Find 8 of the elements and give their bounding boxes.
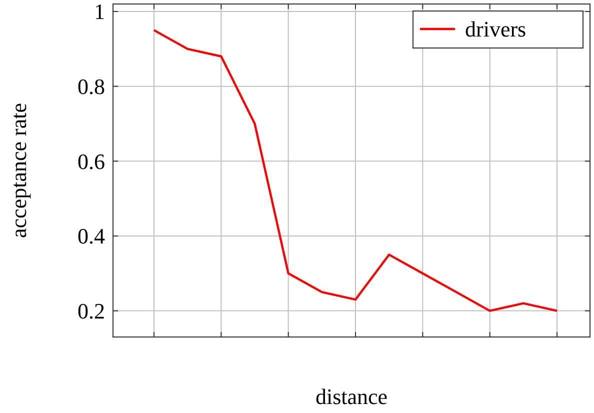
y-tick-label: 0.2 — [78, 298, 105, 324]
y-tick-label: 0.6 — [78, 148, 105, 174]
x-axis-title: distance — [315, 384, 388, 409]
y-tick-label: 1 — [94, 0, 105, 24]
y-axis-title: acceptance rate — [6, 103, 31, 238]
legend-label: drivers — [465, 16, 526, 42]
y-tick-label: 0.4 — [78, 224, 105, 249]
y-tick-label: 0.8 — [78, 74, 105, 100]
